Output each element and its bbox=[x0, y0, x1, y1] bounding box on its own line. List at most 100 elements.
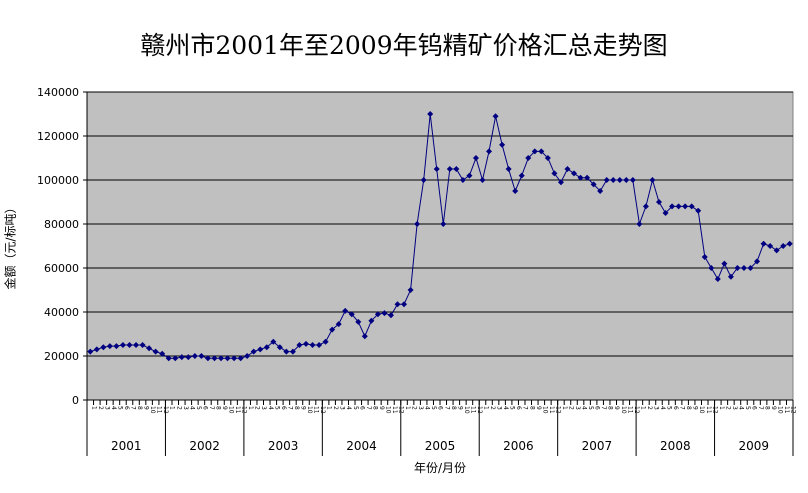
data-point bbox=[714, 276, 721, 282]
month-label: 2 bbox=[646, 406, 653, 410]
month-label: 7 bbox=[443, 406, 450, 410]
data-point bbox=[564, 166, 571, 172]
data-point bbox=[512, 188, 519, 194]
month-label: 9 bbox=[535, 406, 542, 410]
data-point bbox=[374, 311, 381, 318]
month-label: 6 bbox=[280, 406, 287, 410]
y-tick-label: 40000 bbox=[44, 306, 79, 319]
data-point bbox=[525, 155, 532, 161]
data-point bbox=[590, 181, 597, 188]
month-label: 8 bbox=[371, 406, 378, 410]
month-label: 8 bbox=[293, 406, 300, 410]
data-point bbox=[401, 301, 408, 308]
y-tick-label: 60000 bbox=[44, 262, 79, 275]
data-point bbox=[754, 258, 761, 265]
month-label: 2 bbox=[489, 406, 496, 410]
data-point bbox=[231, 355, 238, 362]
month-label: 1 bbox=[561, 406, 568, 410]
month-label: 5 bbox=[509, 406, 516, 410]
data-point bbox=[250, 348, 257, 355]
data-point bbox=[708, 265, 715, 271]
data-point bbox=[518, 172, 525, 179]
month-label: 10 bbox=[149, 406, 156, 414]
month-label: 7 bbox=[757, 406, 764, 410]
data-point bbox=[786, 240, 793, 247]
data-point bbox=[309, 342, 316, 348]
data-point bbox=[139, 342, 146, 348]
data-point bbox=[531, 148, 538, 155]
data-point bbox=[218, 355, 225, 362]
data-point bbox=[87, 348, 94, 355]
data-point bbox=[773, 247, 780, 254]
month-label: 9 bbox=[692, 406, 699, 410]
month-label: 3 bbox=[417, 406, 424, 410]
month-label: 6 bbox=[672, 406, 679, 410]
data-point bbox=[126, 342, 133, 348]
data-point bbox=[224, 355, 231, 362]
month-label: 11 bbox=[391, 406, 398, 414]
data-point bbox=[289, 348, 296, 355]
data-point bbox=[172, 355, 179, 362]
month-label: 3 bbox=[496, 406, 503, 410]
data-point bbox=[440, 221, 447, 227]
data-point bbox=[603, 177, 610, 183]
month-label: 11 bbox=[705, 406, 712, 414]
month-label: 10 bbox=[541, 406, 548, 414]
data-point bbox=[551, 170, 558, 177]
data-point bbox=[655, 199, 662, 205]
data-point bbox=[296, 342, 303, 348]
data-point bbox=[669, 203, 676, 210]
data-point bbox=[584, 174, 591, 181]
month-label: 2 bbox=[175, 406, 182, 410]
month-label: 7 bbox=[286, 406, 293, 410]
data-point bbox=[322, 338, 329, 345]
data-point bbox=[283, 348, 290, 355]
data-point bbox=[682, 203, 689, 210]
data-point bbox=[244, 353, 251, 359]
month-label: 7 bbox=[679, 406, 686, 410]
data-point bbox=[178, 354, 185, 361]
month-label: 6 bbox=[358, 406, 365, 410]
y-axis-label: 金额（元/标吨） bbox=[3, 201, 18, 290]
month-label: 5 bbox=[116, 406, 123, 410]
data-point bbox=[629, 177, 636, 183]
month-label: 1 bbox=[326, 406, 333, 410]
month-label: 1 bbox=[718, 406, 725, 410]
month-label: 4 bbox=[502, 406, 509, 410]
data-point bbox=[159, 350, 166, 357]
data-point bbox=[479, 177, 486, 183]
data-point bbox=[492, 113, 499, 120]
month-label: 8 bbox=[528, 406, 535, 410]
month-label: 9 bbox=[378, 406, 385, 410]
data-point bbox=[106, 343, 113, 350]
data-point bbox=[316, 342, 323, 348]
data-point bbox=[263, 344, 270, 351]
month-label: 5 bbox=[666, 406, 673, 410]
data-point bbox=[459, 177, 466, 183]
month-label: 11 bbox=[548, 406, 555, 414]
y-tick-label: 0 bbox=[72, 394, 79, 407]
data-point bbox=[152, 348, 159, 355]
data-point bbox=[662, 210, 669, 216]
data-point bbox=[348, 311, 355, 318]
data-point bbox=[191, 353, 198, 359]
year-label: 2003 bbox=[268, 439, 299, 453]
plot-area bbox=[86, 91, 794, 401]
month-label: 2 bbox=[332, 406, 339, 410]
data-point bbox=[342, 307, 349, 314]
data-point bbox=[93, 346, 100, 353]
y-tick-label: 80000 bbox=[44, 218, 79, 231]
data-point bbox=[780, 243, 787, 249]
month-label: 10 bbox=[777, 406, 784, 414]
data-point bbox=[165, 355, 172, 362]
month-label: 2 bbox=[724, 406, 731, 410]
data-point bbox=[695, 207, 702, 214]
month-label: 6 bbox=[751, 406, 758, 410]
data-point bbox=[146, 345, 153, 352]
data-point bbox=[499, 141, 506, 148]
month-label: 8 bbox=[685, 406, 692, 410]
month-label: 1 bbox=[404, 406, 411, 410]
data-point bbox=[740, 265, 747, 271]
